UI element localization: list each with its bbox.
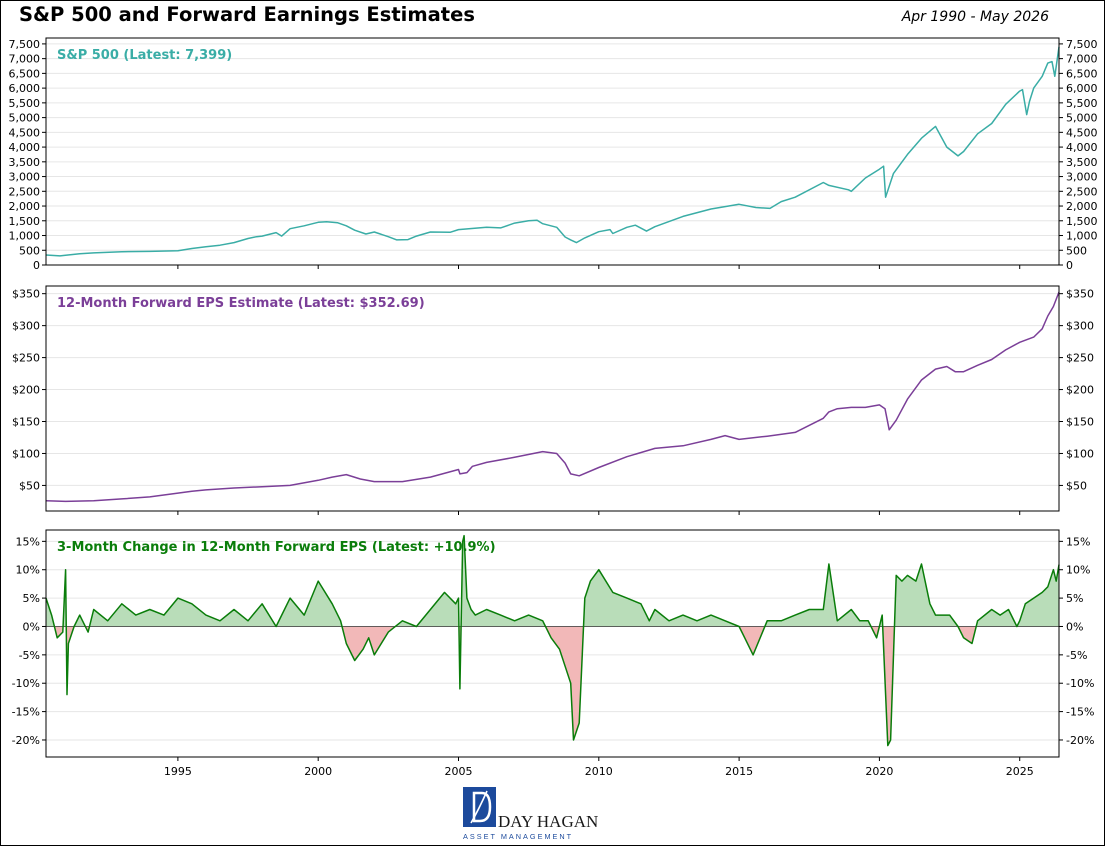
ytick-label-right: 5% bbox=[1066, 592, 1083, 605]
ytick-label-left: 500 bbox=[19, 244, 40, 257]
logo-tagline: ASSET MANAGEMENT bbox=[463, 832, 573, 841]
ytick-label-left: $150 bbox=[12, 416, 40, 429]
xtick-label: 2005 bbox=[444, 765, 472, 778]
series-annotation: S&P 500 (Latest: 7,399) bbox=[57, 48, 232, 63]
day-hagan-logo: DAY HAGAN ASSET MANAGEMENT bbox=[463, 787, 598, 841]
ytick-label-right: 4,000 bbox=[1066, 141, 1098, 154]
ytick-label-right: 15% bbox=[1066, 535, 1090, 548]
ytick-label-right: 0% bbox=[1066, 620, 1083, 633]
ytick-label-right: 6,500 bbox=[1066, 67, 1098, 80]
ytick-label-left: 5,000 bbox=[9, 112, 41, 125]
ytick-label-right: 500 bbox=[1066, 244, 1087, 257]
ytick-label-right: 7,500 bbox=[1066, 38, 1098, 51]
ytick-label-left: 7,000 bbox=[9, 53, 41, 66]
xtick-label: 2020 bbox=[865, 765, 893, 778]
ytick-label-left: 6,000 bbox=[9, 82, 41, 95]
ytick-label-left: -5% bbox=[19, 649, 40, 662]
plot-frame bbox=[45, 37, 1060, 266]
ytick-label-right: $50 bbox=[1066, 479, 1087, 492]
ytick-label-left: $300 bbox=[12, 320, 40, 333]
ytick-label-right: 3,500 bbox=[1066, 156, 1098, 169]
ytick-label-right: 4,500 bbox=[1066, 126, 1098, 139]
panel-eps-3m-change: -20% -20% -15% -15% -10% -10% -5% -5% 0% 0% 5% 5% 10… bbox=[12, 529, 1094, 778]
eps-3m-change-line bbox=[45, 534, 1060, 747]
xtick-label: 2015 bbox=[725, 765, 753, 778]
ytick-label-right: 7,000 bbox=[1066, 53, 1098, 66]
ytick-label-left: 0% bbox=[23, 620, 40, 633]
chart-title: S&P 500 and Forward Earnings Estimates bbox=[19, 3, 475, 26]
chart-date-range: Apr 1990 - May 2026 bbox=[901, 9, 1049, 25]
ytick-label-left: 4,000 bbox=[9, 141, 41, 154]
xtick-label: 1995 bbox=[164, 765, 192, 778]
ytick-label-left: -15% bbox=[12, 706, 40, 719]
xtick-label: 2025 bbox=[1006, 765, 1034, 778]
positive-area bbox=[46, 535, 1059, 627]
ytick-label-right: 5,000 bbox=[1066, 112, 1098, 125]
plot-frame bbox=[45, 285, 1060, 512]
ytick-label-right: -10% bbox=[1066, 677, 1094, 690]
series-annotation: 12-Month Forward EPS Estimate (Latest: $… bbox=[57, 296, 425, 311]
ytick-label-left: 2,000 bbox=[9, 200, 41, 213]
ytick-label-left: -10% bbox=[12, 677, 40, 690]
ytick-label-left: 1,500 bbox=[9, 215, 41, 228]
series-annotation: 3-Month Change in 12-Month Forward EPS (… bbox=[57, 540, 496, 555]
ytick-label-right: 6,000 bbox=[1066, 82, 1098, 95]
ytick-label-right: -5% bbox=[1066, 649, 1087, 662]
ytick-label-right: $150 bbox=[1066, 416, 1094, 429]
ytick-label-left: 0 bbox=[33, 259, 40, 272]
ytick-label-right: $200 bbox=[1066, 384, 1094, 397]
plot-frame bbox=[45, 529, 1060, 758]
ytick-label-right: $100 bbox=[1066, 447, 1094, 460]
ytick-label-left: 15% bbox=[16, 535, 40, 548]
ytick-label-left: 5% bbox=[23, 592, 40, 605]
ytick-label-right: $350 bbox=[1066, 288, 1094, 301]
ytick-label-left: $50 bbox=[19, 479, 40, 492]
ytick-label-left: $200 bbox=[12, 384, 40, 397]
ytick-label-right: 0 bbox=[1066, 259, 1073, 272]
ytick-label-left: 7,500 bbox=[9, 38, 41, 51]
logo-name: DAY HAGAN bbox=[498, 812, 598, 831]
ytick-label-left: 3,000 bbox=[9, 171, 41, 184]
ytick-label-left: 1,000 bbox=[9, 230, 41, 243]
panel-forward-eps: $50 $50 $100 $100 $150 $150 $200 $200 $250 $250 $3… bbox=[12, 285, 1094, 515]
ytick-label-right: $250 bbox=[1066, 352, 1094, 365]
ytick-label-left: -20% bbox=[12, 734, 40, 747]
ytick-label-left: $350 bbox=[12, 288, 40, 301]
ytick-label-left: 6,500 bbox=[9, 67, 41, 80]
ytick-label-right: -20% bbox=[1066, 734, 1094, 747]
ytick-label-left: $250 bbox=[12, 352, 40, 365]
ytick-label-right: -15% bbox=[1066, 706, 1094, 719]
ytick-label-right: 1,500 bbox=[1066, 215, 1098, 228]
sp500-line bbox=[45, 46, 1060, 257]
ytick-label-right: 3,000 bbox=[1066, 171, 1098, 184]
xtick-label: 2000 bbox=[304, 765, 332, 778]
ytick-label-left: 4,500 bbox=[9, 126, 41, 139]
xtick-label: 2010 bbox=[585, 765, 613, 778]
ytick-label-right: 2,000 bbox=[1066, 200, 1098, 213]
ytick-label-right: 1,000 bbox=[1066, 230, 1098, 243]
ytick-label-left: 3,500 bbox=[9, 156, 41, 169]
ytick-label-left: 2,500 bbox=[9, 185, 41, 198]
ytick-label-right: 5,500 bbox=[1066, 97, 1098, 110]
forward-eps-line bbox=[45, 291, 1060, 503]
ytick-label-left: 10% bbox=[16, 564, 40, 577]
ytick-label-right: $300 bbox=[1066, 320, 1094, 333]
ytick-label-right: 2,500 bbox=[1066, 185, 1098, 198]
ytick-label-right: 10% bbox=[1066, 564, 1090, 577]
ytick-label-left: 5,500 bbox=[9, 97, 41, 110]
ytick-label-left: $100 bbox=[12, 447, 40, 460]
